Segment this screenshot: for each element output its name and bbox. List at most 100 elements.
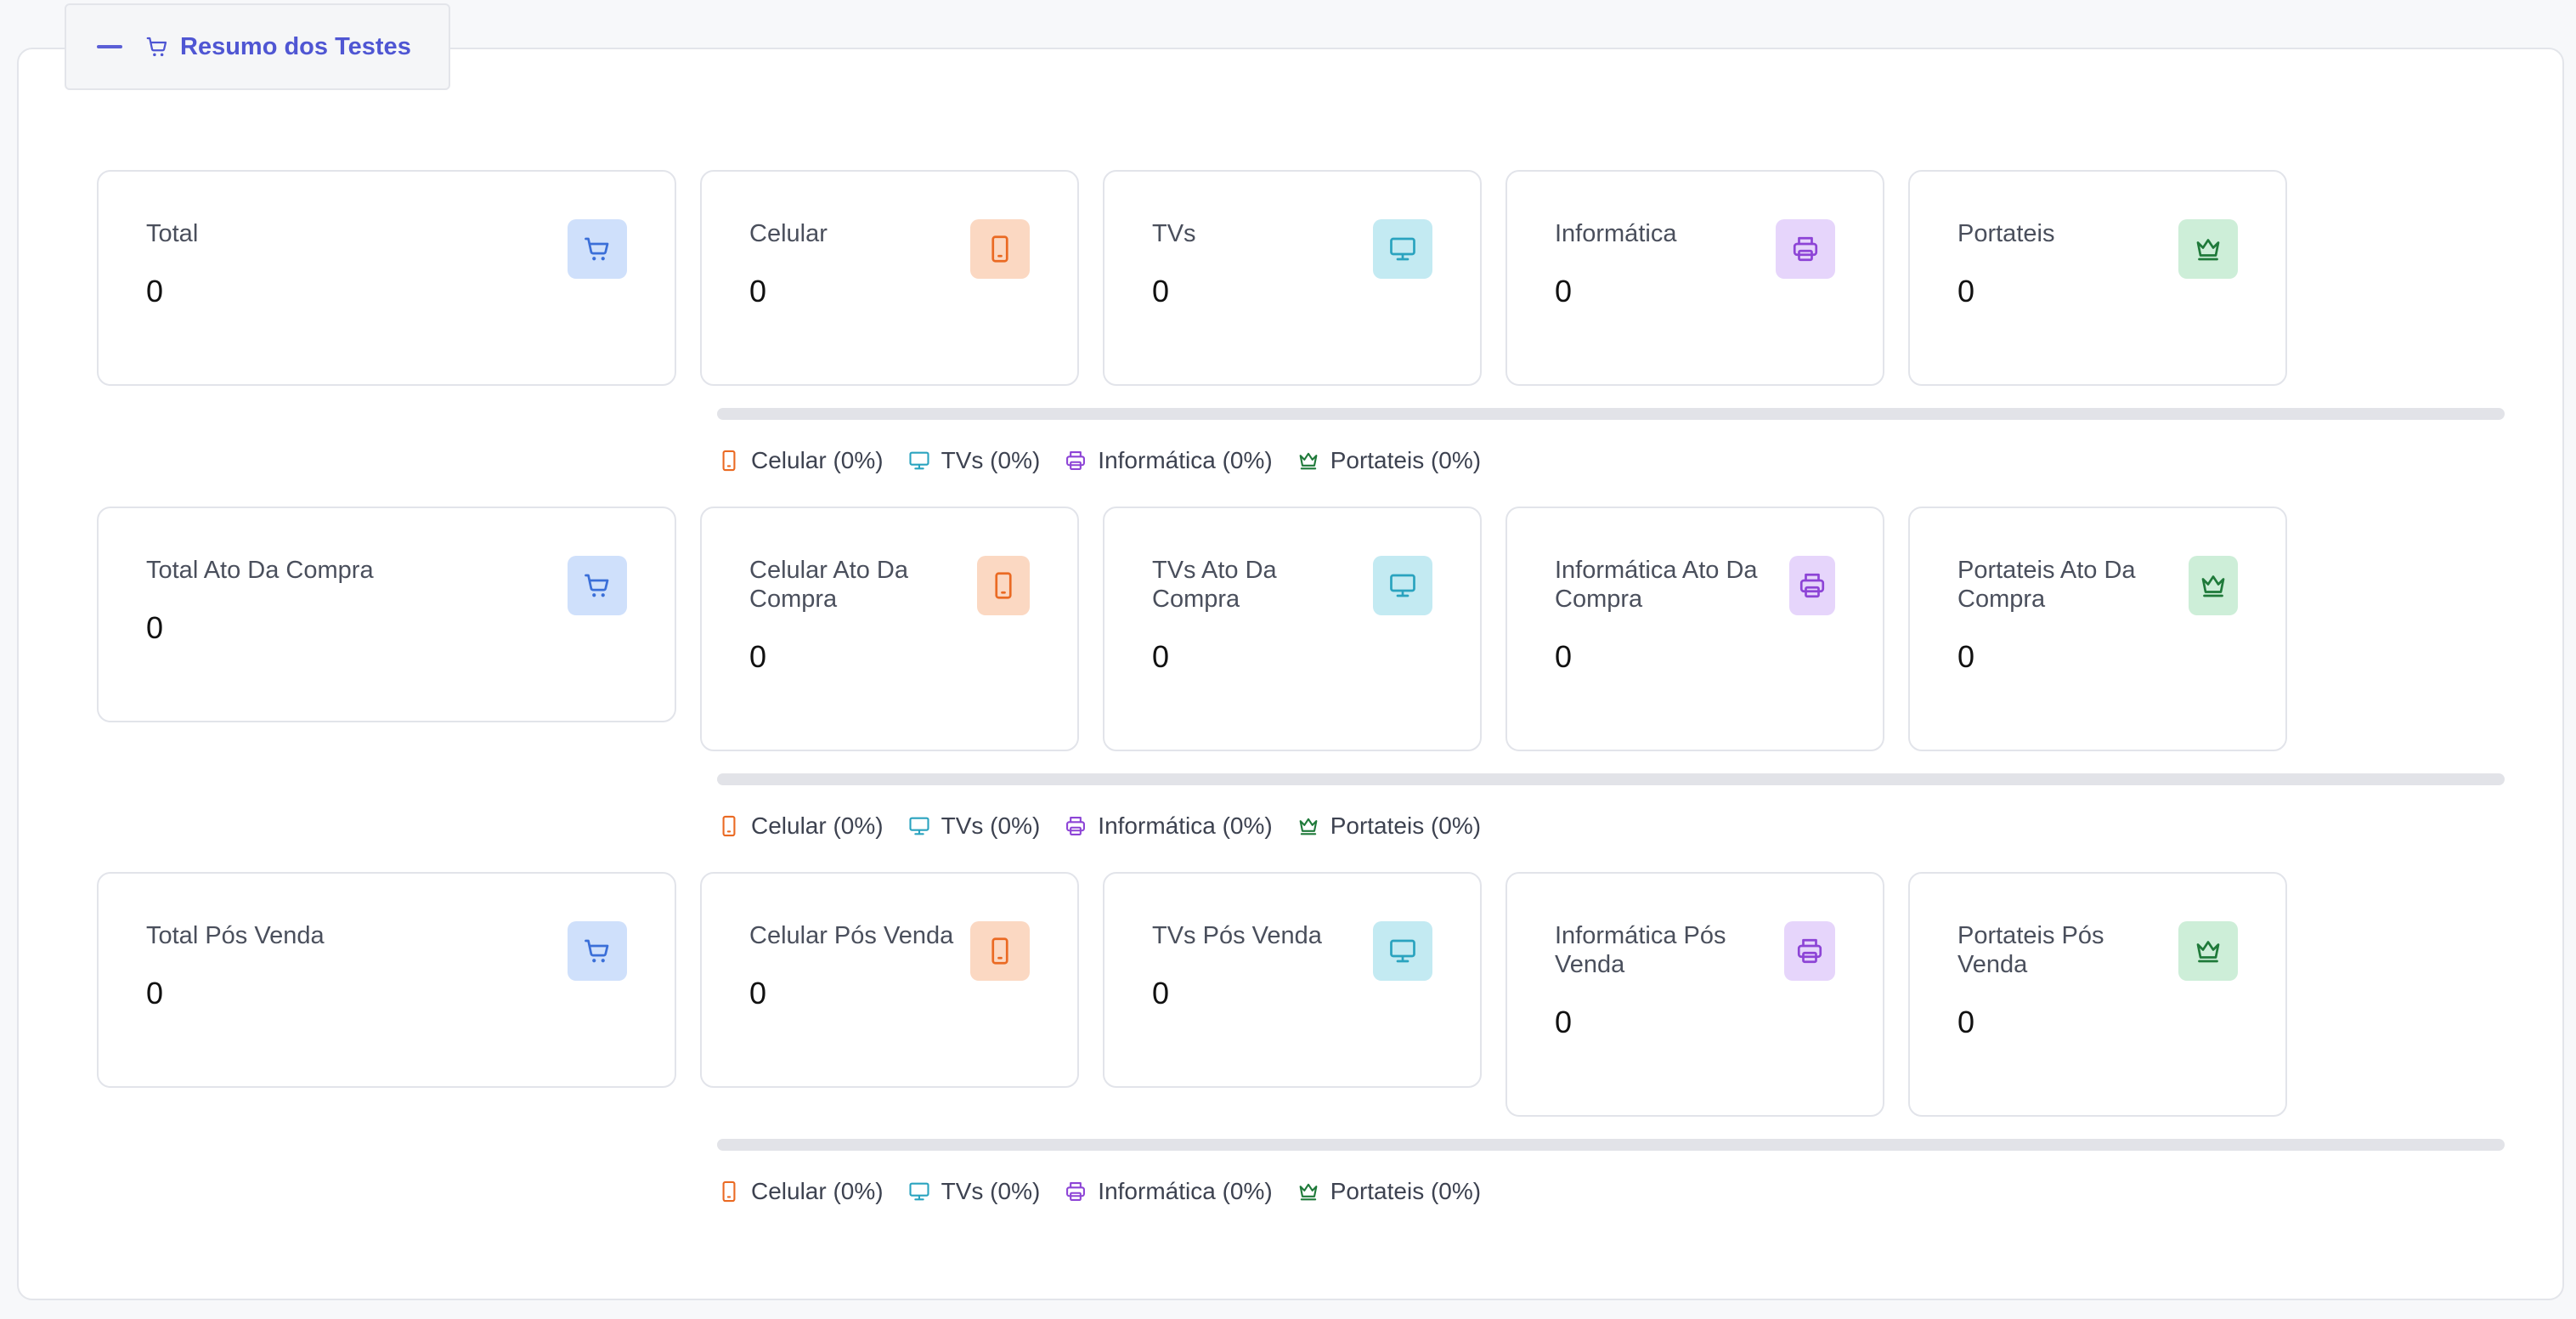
distribution-bar (717, 773, 2505, 785)
distribution-bar (717, 408, 2505, 420)
monitor-icon (907, 449, 931, 473)
card-value: 0 (1152, 274, 1170, 309)
legend-item-portateis: Portateis (0%) (1296, 447, 1481, 474)
card-label: Total (146, 220, 199, 247)
card-celular: Celular 0 (700, 170, 1079, 386)
printer-icon (1789, 556, 1835, 615)
monitor-icon (1373, 219, 1432, 279)
legend-item-tvs: TVs (0%) (907, 1178, 1040, 1205)
card-tvs: TVs 0 (1103, 170, 1482, 386)
card-label: Informática Ato Da Compra (1555, 557, 1758, 613)
legend-label: Informática (0%) (1098, 812, 1273, 839)
card-informatica-ato-da-compra: Informática Ato Da Compra 0 (1505, 507, 1884, 751)
legend-item-tvs: TVs (0%) (907, 812, 1041, 840)
crown-icon (2178, 921, 2238, 981)
legend-item-informatica: Informática (0%) (1064, 447, 1273, 474)
distribution-bar (717, 1139, 2505, 1151)
printer-icon (1064, 814, 1087, 838)
card-label: Celular Pós Venda (749, 922, 954, 949)
legend-label: Portateis (0%) (1330, 812, 1482, 839)
monitor-icon (1373, 556, 1432, 615)
crown-icon (2189, 556, 2238, 615)
card-value: 0 (146, 976, 164, 1010)
legend-item-portateis: Portateis (0%) (1296, 812, 1481, 840)
card-celular-pos-venda: Celular Pós Venda 0 (700, 872, 1079, 1088)
card-label: Total Pós Venda (146, 922, 325, 949)
card-value: 0 (1555, 274, 1573, 309)
printer-icon (1064, 449, 1087, 473)
card-value: 0 (1957, 274, 1975, 309)
phone-icon (717, 814, 741, 838)
card-label: Informática Pós Venda (1555, 922, 1726, 978)
card-tvs-pos-venda: TVs Pós Venda 0 (1103, 872, 1482, 1088)
card-portateis-pos-venda: Portateis Pós Venda 0 (1908, 872, 2287, 1117)
legend-item-celular: Celular (0%) (717, 1178, 884, 1205)
legend-item-informatica: Informática (0%) (1064, 812, 1273, 840)
card-portateis-ato-da-compra: Portateis Ato Da Compra 0 (1908, 507, 2287, 751)
card-label: Celular Ato Da Compra (749, 557, 908, 613)
crown-icon (2178, 219, 2238, 279)
legend-item-celular: Celular (0%) (717, 812, 884, 840)
card-label: TVs Ato Da Compra (1152, 557, 1277, 613)
card-label: Total Ato Da Compra (146, 557, 374, 584)
legend-label: Celular (0%) (751, 1178, 884, 1204)
monitor-icon (907, 1180, 931, 1203)
cart-icon (568, 921, 627, 981)
card-informatica-pos-venda: Informática Pós Venda 0 (1505, 872, 1884, 1117)
crown-icon (1296, 814, 1320, 838)
monitor-icon (1373, 921, 1432, 981)
card-value: 0 (1555, 1005, 1573, 1039)
card-value: 0 (749, 639, 767, 674)
phone-icon (717, 449, 741, 473)
cart-icon (568, 219, 627, 279)
card-label: Portateis Ato Da Compra (1957, 557, 2136, 613)
monitor-icon (907, 814, 931, 838)
cart-icon (144, 34, 170, 59)
card-label: TVs Pós Venda (1152, 922, 1322, 949)
card-value: 0 (1957, 639, 1975, 674)
panel-title: Resumo dos Testes (180, 32, 411, 60)
distribution-legend: Celular (0%) TVs (0%) Informática (0%) P… (717, 1178, 1481, 1205)
card-value: 0 (749, 274, 767, 309)
legend-item-informatica: Informática (0%) (1064, 1178, 1273, 1205)
distribution-legend: Celular (0%) TVs (0%) Informática (0%) P… (717, 447, 1481, 474)
card-value: 0 (1957, 1005, 1975, 1039)
card-value: 0 (749, 976, 767, 1010)
legend-label: TVs (0%) (941, 812, 1041, 839)
minus-icon[interactable] (97, 45, 122, 48)
card-total: Total 0 (97, 170, 676, 386)
card-value: 0 (146, 610, 164, 645)
phone-icon (977, 556, 1030, 615)
crown-icon (1296, 1180, 1320, 1203)
card-celular-ato-da-compra: Celular Ato Da Compra 0 (700, 507, 1079, 751)
phone-icon (717, 1180, 741, 1203)
card-value: 0 (1152, 976, 1170, 1010)
card-total-ato-da-compra: Total Ato Da Compra 0 (97, 507, 676, 722)
card-label: Celular (749, 220, 828, 247)
card-label: Informática (1555, 220, 1677, 247)
legend-label: Portateis (0%) (1330, 447, 1482, 473)
distribution-legend: Celular (0%) TVs (0%) Informática (0%) P… (717, 812, 1481, 840)
card-tvs-ato-da-compra: TVs Ato Da Compra 0 (1103, 507, 1482, 751)
legend-label: Informática (0%) (1098, 447, 1273, 473)
card-value: 0 (1152, 639, 1170, 674)
printer-icon (1784, 921, 1835, 981)
legend-label: TVs (0%) (941, 447, 1041, 473)
card-label: TVs (1152, 220, 1196, 247)
summary-panel-header: Resumo dos Testes (144, 33, 411, 61)
card-value: 0 (146, 274, 164, 309)
legend-item-portateis: Portateis (0%) (1296, 1178, 1481, 1205)
legend-label: Portateis (0%) (1330, 1178, 1482, 1204)
summary-panel-tab[interactable]: Resumo dos Testes (65, 3, 450, 90)
summary-panel: Total 0 Celular 0 TVs 0 Informática 0 Po… (17, 48, 2564, 1300)
crown-icon (1296, 449, 1320, 473)
card-label: Portateis (1957, 220, 2055, 247)
legend-label: Celular (0%) (751, 447, 884, 473)
legend-label: Informática (0%) (1098, 1178, 1273, 1204)
legend-item-tvs: TVs (0%) (907, 447, 1041, 474)
printer-icon (1776, 219, 1835, 279)
cart-icon (568, 556, 627, 615)
legend-label: Celular (0%) (751, 812, 884, 839)
phone-icon (970, 219, 1030, 279)
card-label: Portateis Pós Venda (1957, 922, 2104, 978)
